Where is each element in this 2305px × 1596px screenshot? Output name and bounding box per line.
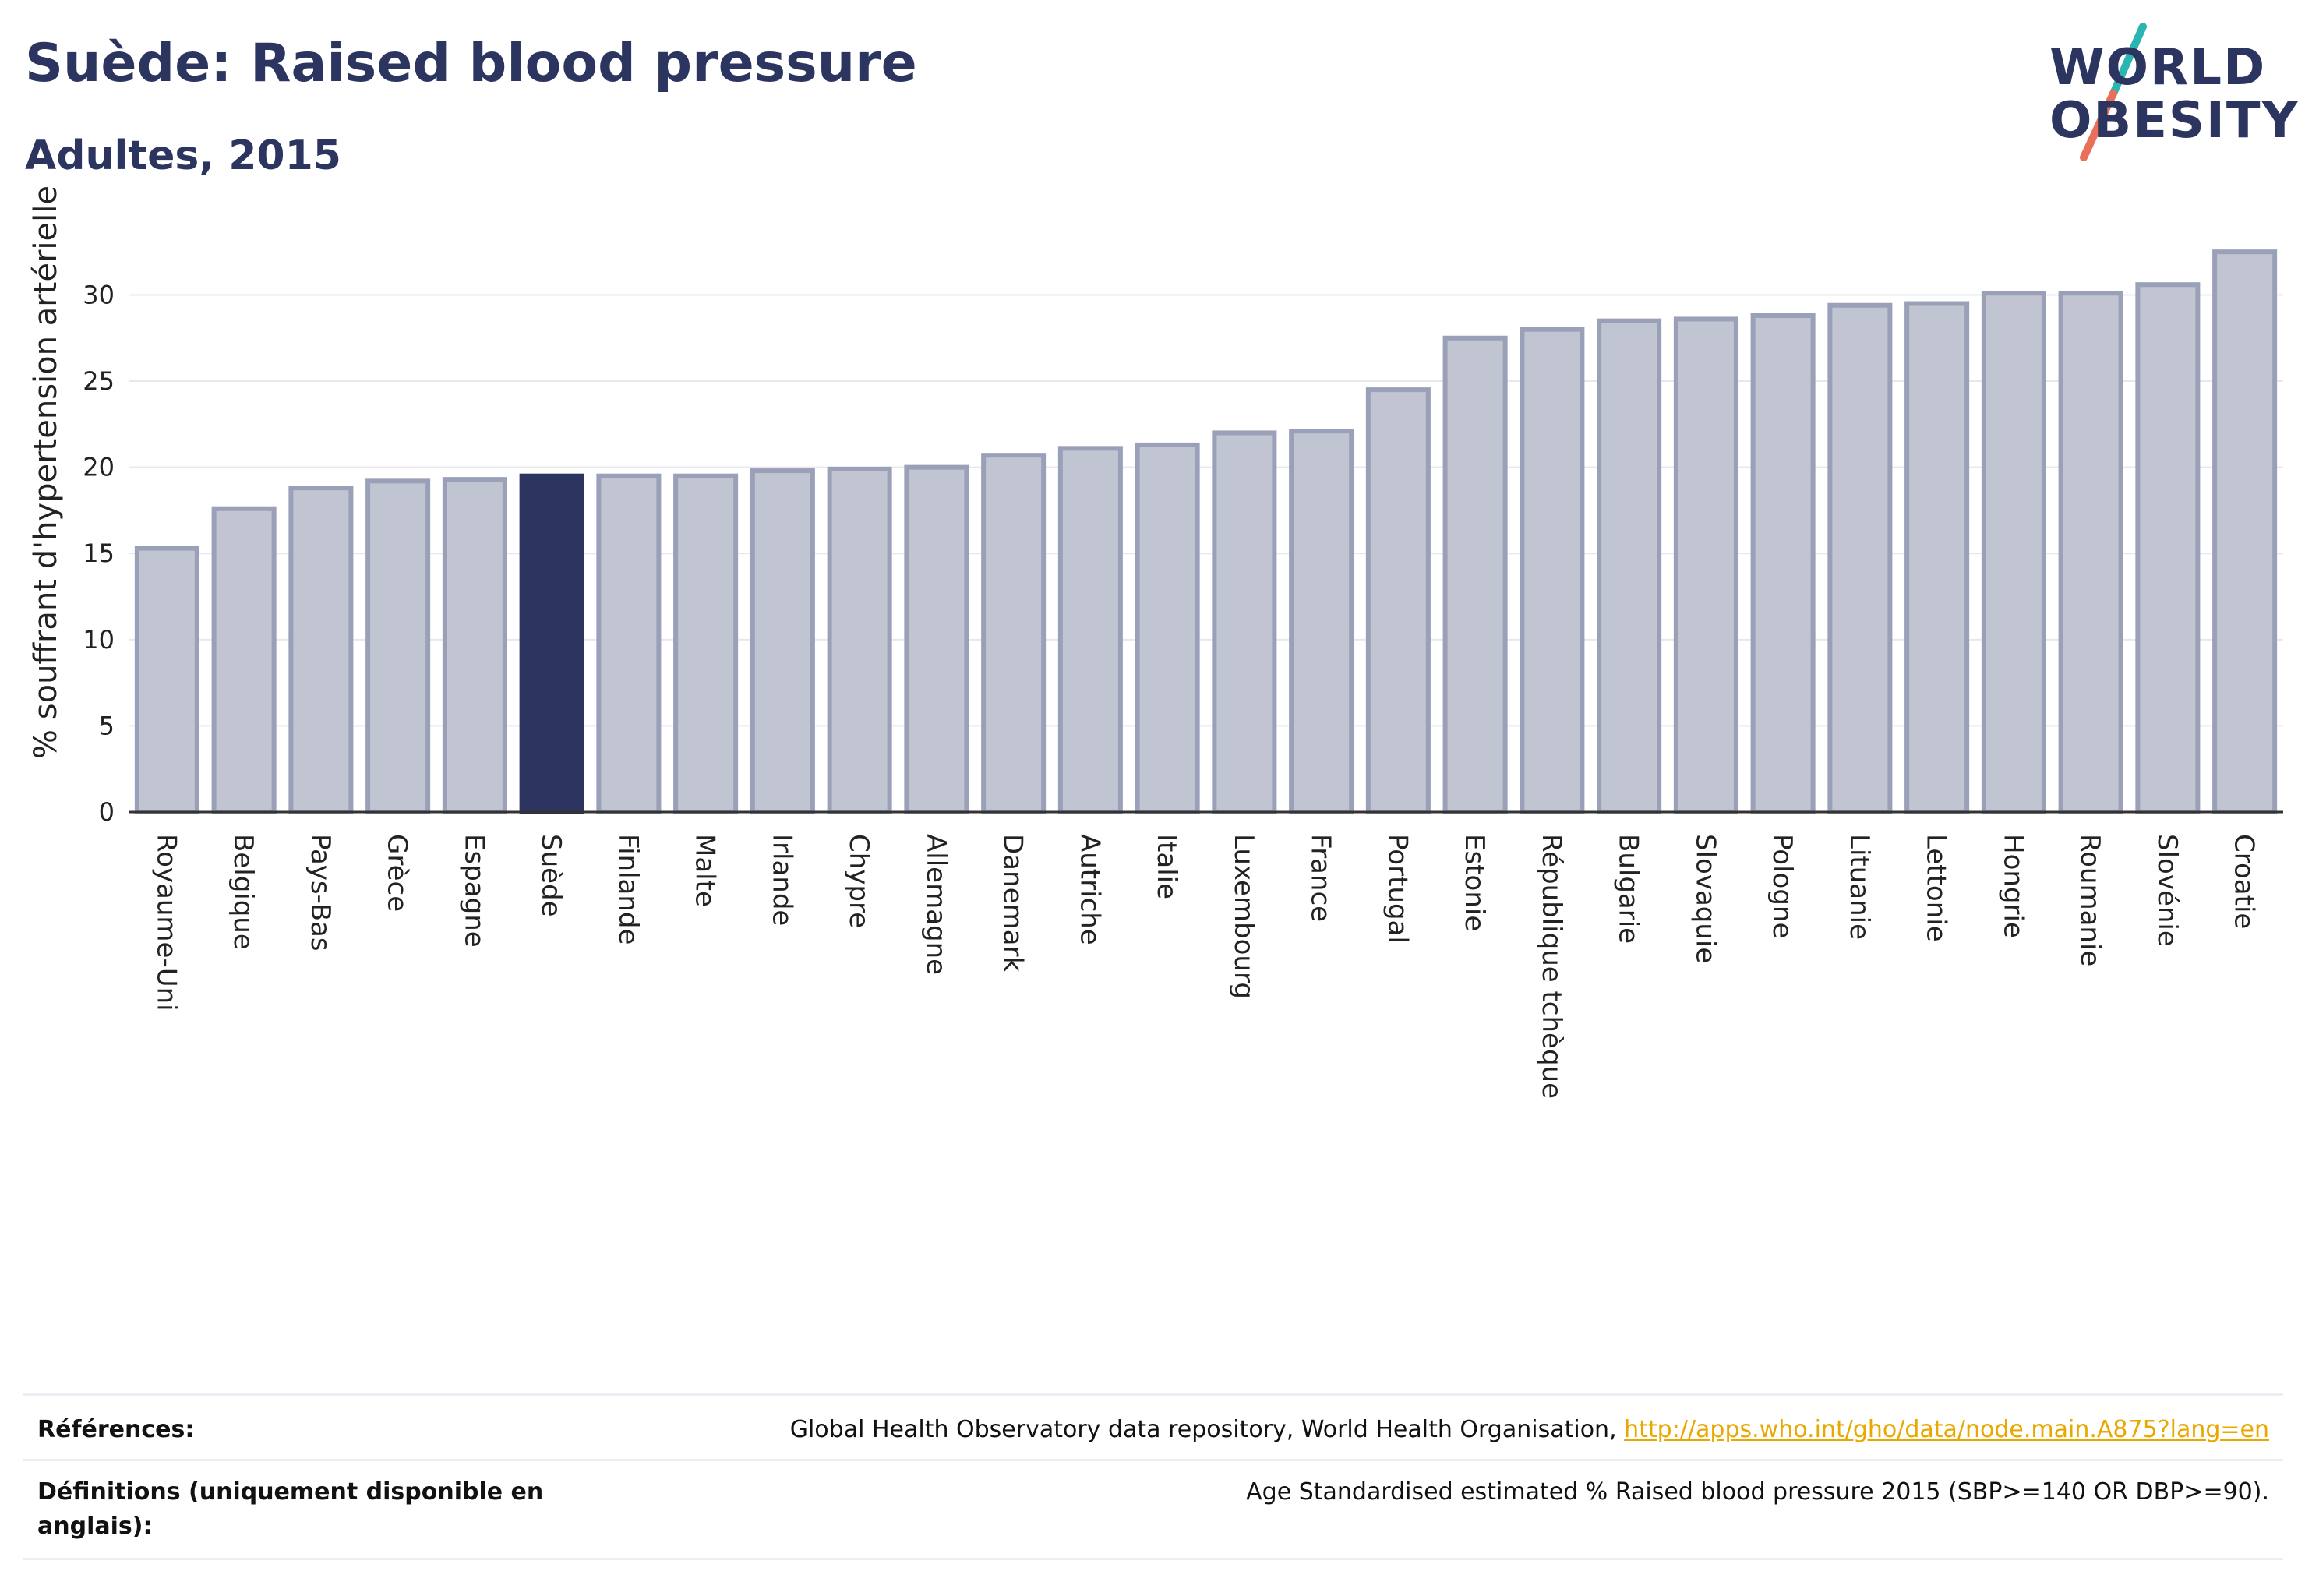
definitions-value: Age Standardised estimated % Raised bloo…	[1246, 1478, 2269, 1506]
bar-estonie	[1442, 335, 1508, 814]
bar-finlande	[596, 473, 662, 814]
bar-malte	[673, 473, 739, 814]
x-tick-label: Bulgarie	[1613, 834, 1644, 944]
bar-slov-nie	[2135, 282, 2201, 814]
x-tick-label: Malte	[690, 834, 721, 907]
x-tick-label: Finlande	[612, 834, 644, 945]
definitions-row: Définitions (uniquement disponible en an…	[23, 1459, 2283, 1560]
bar-espagne	[442, 477, 507, 814]
bar-belgique	[211, 506, 277, 815]
x-tick-label: Italie	[1151, 834, 1182, 899]
bar-portugal	[1365, 387, 1431, 814]
y-tick-label: 5	[99, 711, 115, 740]
x-tick-label: Espagne	[458, 834, 489, 948]
y-tick-label: 30	[83, 280, 115, 309]
logo-slash-icon	[2080, 23, 2147, 161]
x-tick-label: Lettonie	[1921, 834, 1952, 942]
references-link[interactable]: http://apps.who.int/gho/data/node.main.A…	[1624, 1416, 2269, 1443]
bar-roumanie	[2058, 291, 2123, 814]
y-tick-label: 25	[83, 366, 115, 396]
bar-irlande	[750, 468, 815, 815]
x-tick-label: France	[1305, 834, 1336, 922]
x-tick-label: Estonie	[1459, 834, 1490, 931]
x-tick-label: Danemark	[997, 834, 1029, 972]
bar-chart: 0 5 10 15 20 25 30 Royaume-Uni Belgique Pays-Bas…	[28, 185, 2283, 1099]
x-tick-label: Portugal	[1382, 834, 1413, 944]
x-tick-label: Lituanie	[1844, 834, 1875, 940]
x-tick-label: République tchèque	[1536, 834, 1567, 1099]
world-obesity-logo: WORLD OBESITY	[2026, 23, 2298, 164]
x-tick-label: Grèce	[382, 834, 413, 912]
bar-bulgarie	[1597, 318, 1662, 815]
bar-gr-ce	[365, 478, 431, 814]
x-tick-label: Croatie	[2229, 834, 2260, 929]
page-title: Suède: Raised blood pressure	[25, 33, 917, 94]
footer: Références: Global Health Observatory da…	[23, 1393, 2283, 1565]
x-tick-label: Pologne	[1767, 834, 1798, 938]
bar-lettonie	[1904, 301, 1970, 814]
bar-r-publique-tch-que	[1520, 327, 1585, 814]
references-row: Références: Global Health Observatory da…	[23, 1393, 2283, 1461]
references-label: Références:	[37, 1416, 195, 1443]
x-tick-label: Slovaquie	[1689, 834, 1721, 963]
bar-croatie	[2212, 249, 2278, 815]
x-tick-label: Luxembourg	[1228, 834, 1259, 999]
y-tick-label: 20	[83, 453, 115, 482]
x-tick-label: Royaume-Uni	[150, 834, 182, 1012]
y-tick-label: 15	[83, 538, 115, 568]
bar-slovaquie	[1673, 316, 1738, 814]
logo-line-1: WORLD	[2049, 39, 2267, 97]
bars	[134, 249, 2278, 815]
bar-su-de	[519, 473, 584, 814]
definitions-label: Définitions (uniquement disponible en an…	[37, 1478, 544, 1540]
x-tick-label: Hongrie	[1997, 834, 2028, 938]
x-tick-label: Irlande	[766, 834, 797, 926]
x-tick-label: Allemagne	[920, 834, 951, 975]
y-tick-label: 0	[99, 797, 115, 827]
page-subtitle: Adultes, 2015	[25, 132, 341, 179]
bar-chypre	[827, 466, 892, 814]
x-tick-label: Pays-Bas	[305, 834, 336, 952]
bar-pologne	[1750, 313, 1816, 814]
x-tick-label: Belgique	[228, 834, 259, 950]
x-axis-ticks: Royaume-Uni Belgique Pays-Bas Grèce Espagne S…	[150, 834, 2259, 1099]
references-text: Global Health Observatory data repositor…	[789, 1416, 1625, 1443]
y-axis-ticks: 0 5 10 15 20 25 30	[83, 280, 115, 827]
bar-danemark	[981, 453, 1047, 815]
bar-allemagne	[904, 464, 969, 814]
x-tick-label: Slovénie	[2151, 834, 2183, 947]
bar-pays-bas	[288, 486, 354, 814]
y-tick-label: 10	[83, 625, 115, 655]
bar-autriche	[1057, 446, 1123, 814]
y-axis-label: % souffrant d'hypertension artérielle	[28, 185, 64, 759]
bar-royaume-uni	[134, 546, 199, 814]
x-tick-label: Chypre	[843, 834, 874, 928]
bar-hongrie	[1981, 291, 2046, 814]
x-tick-label: Suède	[535, 834, 567, 917]
bar-italie	[1135, 442, 1200, 814]
x-tick-label: Autriche	[1074, 834, 1105, 945]
x-tick-label: Roumanie	[2074, 834, 2106, 966]
logo-line-2: OBESITY	[2049, 92, 2300, 150]
references-value: Global Health Observatory data repositor…	[790, 1413, 2269, 1447]
bar-luxembourg	[1212, 430, 1277, 814]
bar-lituanie	[1827, 302, 1893, 815]
bar-france	[1289, 429, 1354, 814]
